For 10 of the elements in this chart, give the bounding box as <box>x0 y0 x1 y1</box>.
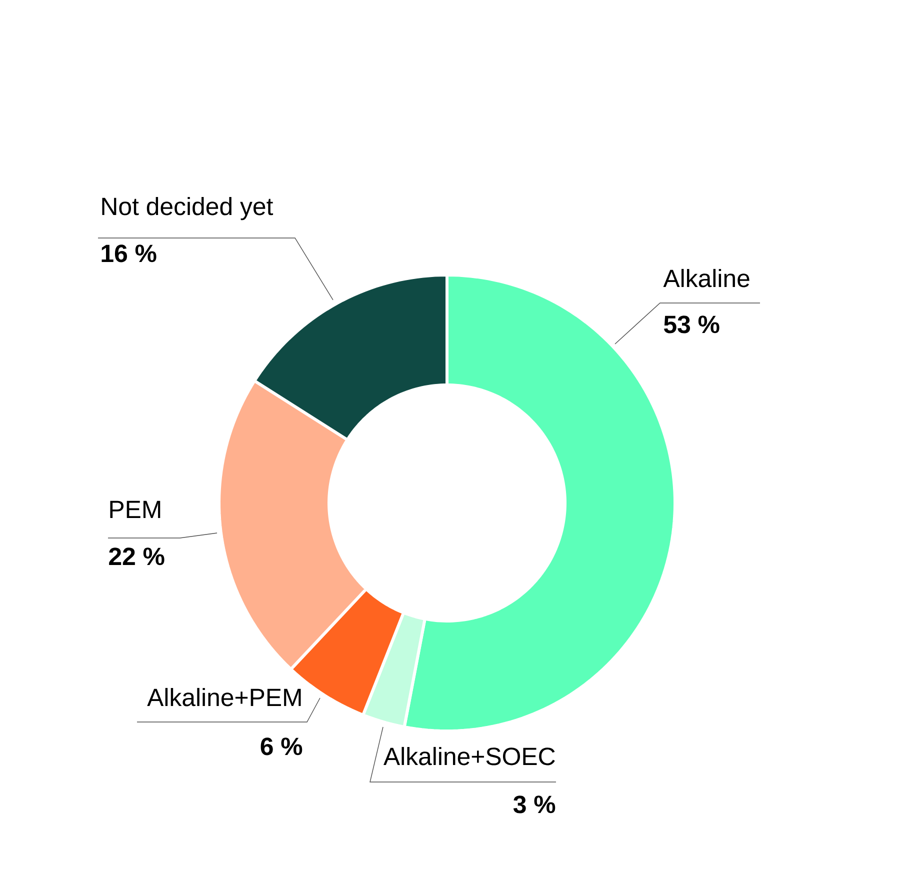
slice-label: Alkaline <box>663 268 750 288</box>
data-label: 6 % <box>260 738 302 756</box>
slice-label: PEM <box>110 500 160 518</box>
data-label: 53 % <box>664 316 720 334</box>
data-label: 3 % <box>513 796 556 814</box>
slice-label: Alkaline+SOEC <box>384 746 555 766</box>
slice-label: Alkaline+PEM <box>147 688 301 706</box>
data-label: 22 % <box>109 548 164 566</box>
data-label: 16 % <box>102 244 156 262</box>
slice-label: Not decided yet <box>102 196 274 220</box>
